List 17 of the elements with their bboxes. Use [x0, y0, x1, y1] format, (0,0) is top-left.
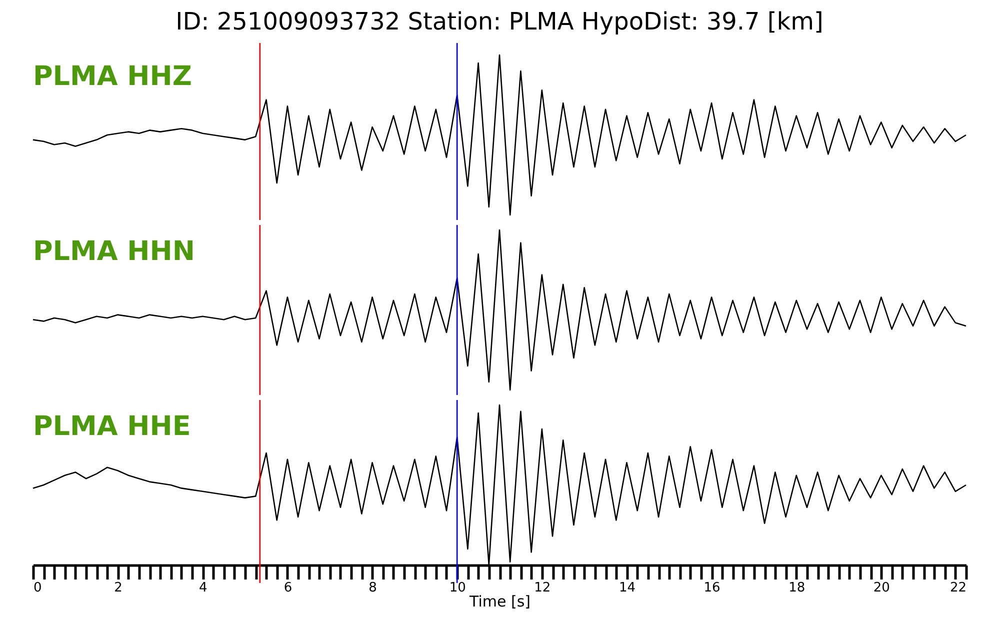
x-tick-label: 6 — [284, 580, 292, 596]
annotation: PLMA HHN — [33, 236, 195, 267]
x-tick-label: 0 — [34, 580, 42, 596]
x-tick-label: 8 — [368, 580, 377, 596]
x-tick-label: 22 — [950, 580, 966, 596]
x-tick-label: 18 — [788, 580, 806, 596]
x-tick-label: 16 — [704, 580, 720, 596]
x-tick-label: 14 — [618, 580, 636, 596]
chart-title: ID: 251009093732 Station: PLMA HypoDist: 39.7 [km] — [176, 7, 824, 36]
x-tick-label: 10 — [449, 580, 466, 596]
x-tick-label: 12 — [534, 580, 551, 596]
annotation: PLMA HHZ — [33, 61, 192, 92]
x-axis-title: Time [s] — [468, 592, 530, 610]
x-tick-label: 20 — [873, 580, 890, 596]
annotation: PLMA HHE — [33, 411, 191, 442]
x-tick-label: 2 — [114, 580, 122, 596]
x-tick-label: 4 — [198, 580, 208, 596]
